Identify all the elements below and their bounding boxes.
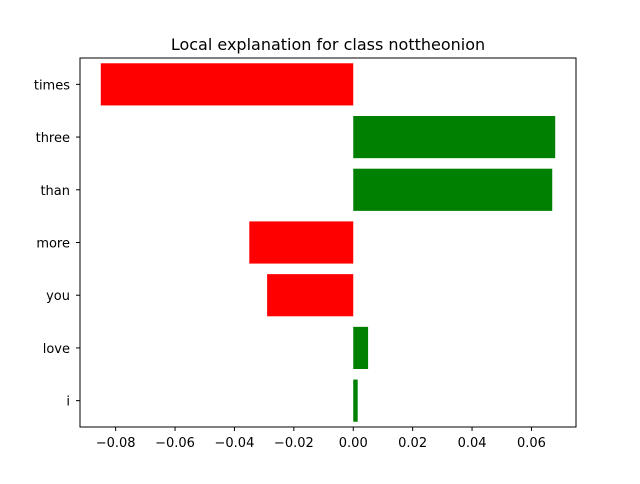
x-tick-label: 0.06 bbox=[517, 436, 546, 451]
x-axis-ticks: −0.08 −0.06 −0.04 −0.02 0.00 0.02 0.04 0.06 bbox=[96, 427, 546, 451]
x-tick-label: −0.02 bbox=[274, 436, 314, 451]
y-tick-label: you bbox=[46, 289, 70, 304]
bars-group bbox=[100, 63, 556, 422]
x-tick-label: 0.04 bbox=[458, 436, 487, 451]
y-tick-label: three bbox=[36, 131, 70, 146]
y-tick-label: love bbox=[43, 342, 70, 357]
bar-times bbox=[100, 63, 354, 106]
x-tick-label: 0.02 bbox=[398, 436, 427, 451]
bar-than bbox=[353, 168, 553, 211]
bar-you bbox=[267, 274, 354, 317]
y-tick-label: times bbox=[34, 78, 70, 93]
x-tick-label: −0.04 bbox=[215, 436, 255, 451]
plot-frame bbox=[79, 57, 577, 428]
y-tick-label: than bbox=[40, 184, 70, 199]
bar-more bbox=[249, 221, 354, 264]
y-axis-ticks: times three than more you love i bbox=[34, 78, 80, 410]
bar-i bbox=[353, 379, 358, 422]
y-tick-label: i bbox=[66, 395, 70, 410]
chart-title: Local explanation for class nottheonion bbox=[171, 35, 485, 54]
y-tick-label: more bbox=[36, 237, 70, 252]
bar-love bbox=[353, 326, 369, 370]
bar-three bbox=[353, 115, 556, 159]
x-tick-label: −0.08 bbox=[96, 436, 136, 451]
x-tick-label: 0.00 bbox=[339, 436, 368, 451]
x-tick-label: −0.06 bbox=[155, 436, 195, 451]
